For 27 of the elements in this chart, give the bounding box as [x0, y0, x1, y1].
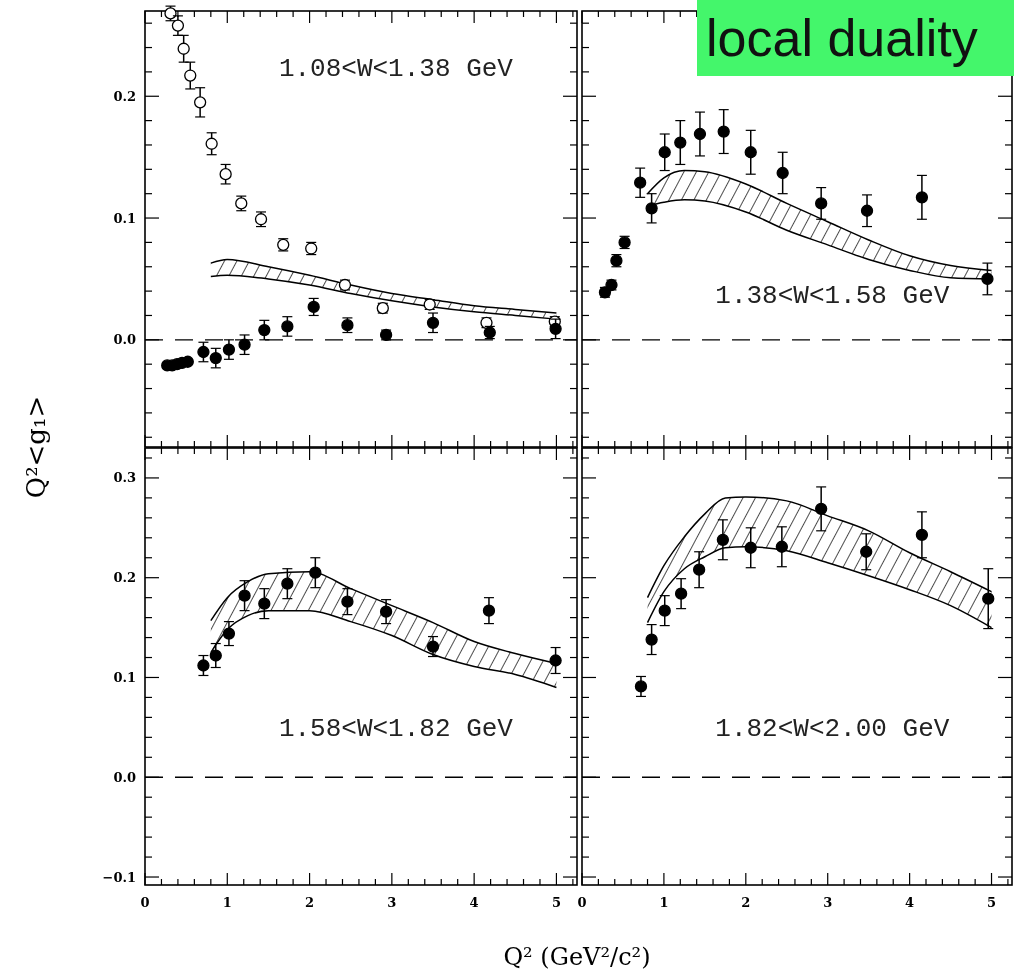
x-axis-title: Q² (GeV²/c²) [503, 943, 651, 971]
y-tick-label: 0.2 [113, 88, 136, 104]
y-tick-label: 0.3 [113, 470, 136, 486]
x-tick-label: 1 [659, 895, 669, 910]
text: 1.58<W<1.82 GeV [278, 714, 514, 745]
annotation: local duality [706, 9, 978, 67]
y-tick-label: 0.0 [113, 332, 136, 348]
x-tick-label: 3 [387, 895, 397, 910]
x-tick-label: 4 [469, 895, 479, 910]
x-tick-label: 3 [823, 895, 833, 910]
y-tick-label: 0.1 [113, 670, 136, 686]
y-axis-title: Q²<g₁> [21, 395, 51, 499]
y-tick-label: −0.1 [102, 869, 136, 885]
y-tick-label: 0.2 [113, 570, 136, 586]
x-tick-label: 4 [905, 895, 915, 910]
y-tick-label: 0.0 [113, 769, 136, 785]
text: 1.38<W<1.58 GeV [715, 281, 950, 312]
x-tick-label: 0 [140, 895, 150, 910]
y-tick-label: 0.1 [113, 210, 136, 226]
x-tick-label: 2 [741, 895, 751, 910]
x-tick-label: 2 [305, 895, 315, 910]
x-tick-label: 1 [222, 895, 232, 910]
x-tick-label: 5 [987, 895, 997, 910]
x-tick-label: 0 [577, 895, 587, 910]
x-tick-label: 5 [551, 895, 561, 910]
text: 1.08<W<1.38 GeV [278, 54, 514, 85]
text: 1.82<W<2.00 GeV [715, 714, 950, 745]
